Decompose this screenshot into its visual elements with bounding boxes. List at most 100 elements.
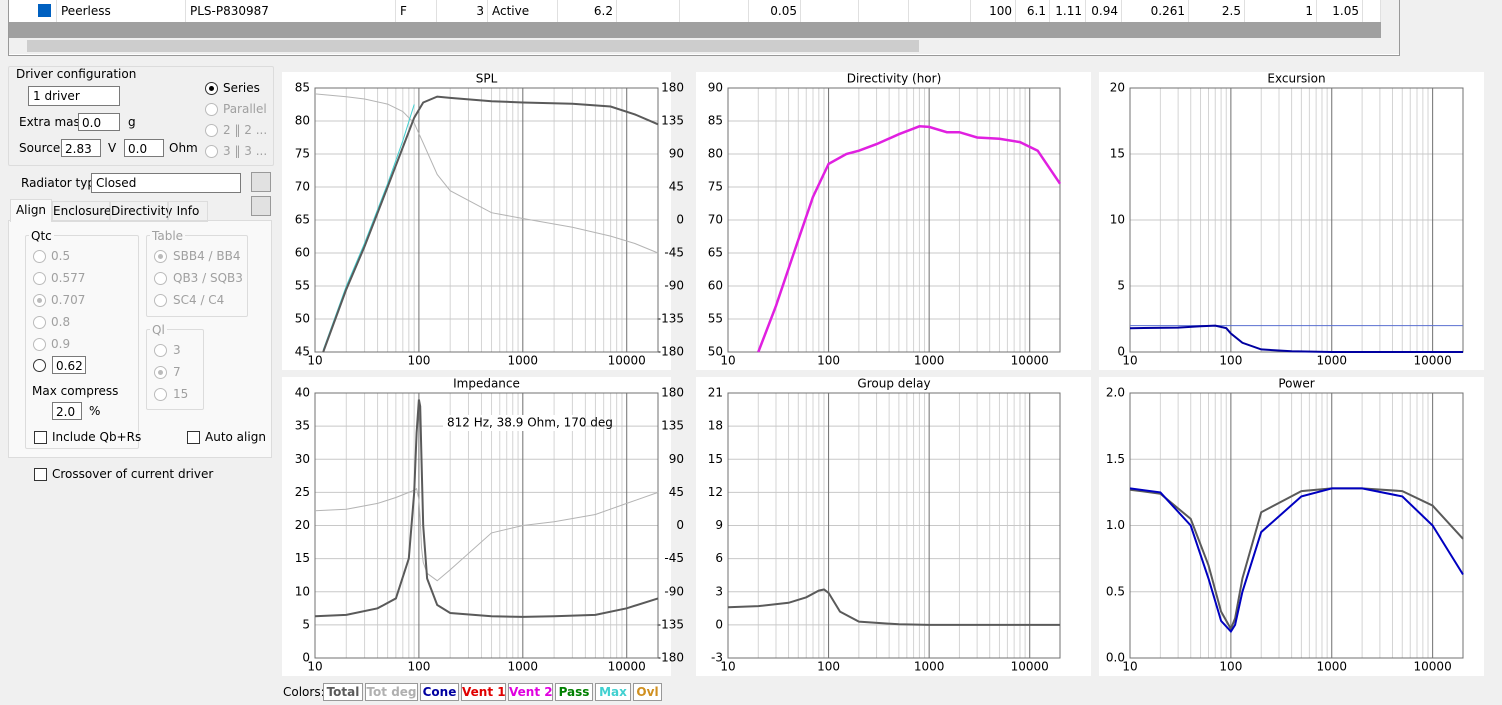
y2-tick-label: 180 — [661, 81, 684, 95]
radio-label[interactable]: Series — [223, 81, 260, 95]
max-compress-input[interactable]: 2.0 — [52, 402, 82, 420]
h-scrollbar[interactable] — [9, 38, 1381, 54]
cell — [802, 0, 859, 22]
radio[interactable] — [33, 359, 46, 372]
y-tick-label: 50 — [708, 345, 723, 359]
radio — [33, 294, 46, 307]
x-tick-label: 10 — [1122, 354, 1137, 368]
series-line — [314, 93, 659, 254]
y2-tick-label: 180 — [661, 386, 684, 400]
x-tick-label: 1000 — [508, 354, 539, 368]
extra-mass-input[interactable]: 0.0 — [78, 113, 120, 131]
group-title: Ql — [150, 323, 167, 337]
tab[interactable]: Info — [168, 201, 208, 222]
plot-frame — [314, 392, 659, 659]
radio[interactable] — [205, 82, 218, 95]
tab[interactable]: Enclosure — [52, 201, 111, 222]
x-tick-label: 100 — [1219, 354, 1242, 368]
chart-title: SPL — [476, 72, 498, 86]
radio-label: 0.9 — [51, 337, 71, 351]
checkbox-label[interactable]: Crossover of current driver — [52, 467, 214, 481]
y2-tick-label: -180 — [657, 345, 684, 359]
color-swatch[interactable]: Total — [323, 683, 363, 701]
scroll-thumb[interactable] — [27, 40, 919, 52]
driver-count-select[interactable]: 1 driver — [28, 86, 120, 106]
radio — [205, 145, 218, 158]
cell: PLS-P830987 — [187, 0, 396, 22]
unit: % — [89, 404, 101, 418]
y-tick-label: 75 — [295, 147, 310, 161]
row-checkbox[interactable] — [38, 4, 51, 17]
radio-label: 0.707 — [51, 293, 86, 307]
chart-title: Group delay — [857, 377, 930, 391]
y-tick-label: 85 — [295, 81, 310, 95]
y-tick-label: 90 — [708, 81, 723, 95]
checkbox[interactable] — [187, 431, 200, 444]
radio — [154, 272, 167, 285]
plot-frame — [1129, 392, 1464, 659]
color-swatch[interactable]: Vent 1 — [461, 683, 506, 701]
y-tick-label: 0 — [1117, 345, 1125, 359]
radio-label: 2 ‖ 2 ... — [223, 123, 268, 137]
radio-label: 0.5 — [51, 249, 71, 263]
v-scrollbar[interactable] — [1381, 0, 1399, 54]
y-tick-label: 0.0 — [1106, 651, 1125, 665]
y-tick-label: 3 — [715, 584, 723, 598]
source-voltage-input[interactable]: 2.83 — [61, 139, 101, 157]
y-tick-label: 15 — [708, 452, 723, 466]
plot-frame — [727, 87, 1061, 353]
cell: 0.94 — [1087, 0, 1122, 22]
y-tick-label: 21 — [708, 386, 723, 400]
cell — [681, 0, 749, 22]
color-swatch[interactable]: Tot deg — [365, 683, 418, 701]
y-tick-label: 2.0 — [1106, 386, 1125, 400]
y-tick-label: 60 — [708, 279, 723, 293]
y-tick-label: 10 — [295, 584, 310, 598]
label: Extra mass — [19, 115, 87, 129]
colors-label: Colors: — [283, 685, 325, 699]
x-tick-label: 10000 — [1414, 660, 1452, 674]
table-row[interactable]: Peerless PLS-P830987 F 3 Active 6.2 0.05 100 6.1… — [9, 0, 1381, 22]
y-tick-label: 75 — [708, 180, 723, 194]
y-tick-label: 80 — [708, 147, 723, 161]
tab[interactable]: Directivity — [110, 201, 173, 222]
radiator-select[interactable]: Closed — [91, 173, 241, 193]
checkbox-label[interactable]: Include Qb+Rs — [52, 430, 142, 444]
checkbox[interactable] — [34, 468, 47, 481]
plot-frame — [314, 87, 659, 353]
y-tick-label: 25 — [295, 485, 310, 499]
series-line — [322, 95, 659, 353]
x-tick-label: 10 — [720, 660, 735, 674]
cell — [9, 0, 57, 22]
y2-tick-label: -135 — [657, 312, 684, 326]
color-swatch[interactable]: Vent 2 — [508, 683, 553, 701]
y-tick-label: 0.5 — [1106, 584, 1125, 598]
color-swatch[interactable]: Cone — [420, 683, 459, 701]
x-tick-label: 1000 — [1316, 660, 1347, 674]
color-swatch[interactable]: Pass — [555, 683, 593, 701]
y2-tick-label: 45 — [669, 180, 684, 194]
qtc-input[interactable]: 0.62 — [52, 356, 86, 374]
label: Source — [19, 141, 61, 155]
x-tick-label: 10000 — [1414, 354, 1452, 368]
chart-panel — [282, 377, 671, 676]
y-tick-label: 70 — [708, 213, 723, 227]
color-swatch[interactable]: Ovl — [633, 683, 662, 701]
y-tick-label: 30 — [295, 452, 310, 466]
x-tick-label: 10 — [307, 660, 322, 674]
checkbox-label[interactable]: Auto align — [205, 430, 266, 444]
label: Max compress — [32, 384, 119, 398]
tab[interactable]: Align — [10, 199, 52, 222]
move-down-button[interactable] — [251, 196, 271, 216]
move-up-button[interactable] — [251, 172, 271, 192]
checkbox[interactable] — [34, 431, 47, 444]
chart-title: Power — [1278, 377, 1314, 391]
x-tick-label: 1000 — [914, 660, 945, 674]
color-swatch[interactable]: Max — [595, 683, 631, 701]
cell: 6.1 — [1017, 0, 1050, 22]
x-tick-label: 10000 — [1011, 354, 1049, 368]
x-tick-label: 1000 — [1316, 354, 1347, 368]
group-title: Table — [150, 229, 186, 243]
source-resistance-input[interactable]: 0.0 — [124, 139, 164, 157]
